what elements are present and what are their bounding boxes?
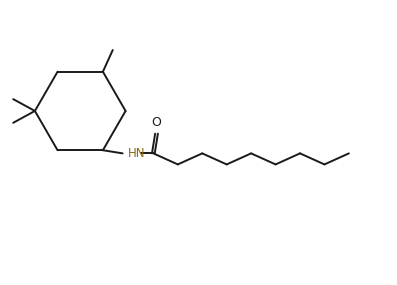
Text: O: O: [152, 115, 162, 129]
Text: HN: HN: [128, 147, 145, 160]
